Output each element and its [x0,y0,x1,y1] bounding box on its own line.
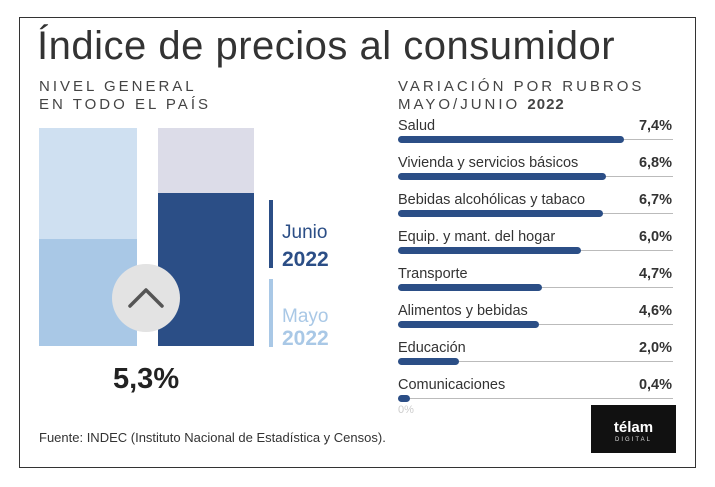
left-subtitle-line1: NIVEL GENERAL [39,78,197,95]
bar [398,395,411,402]
general-index-value: 5,3% [113,363,180,395]
right-subtitle-line1: VARIACIÓN POR RUBROS [398,78,645,95]
legend-swatch-mayo [269,279,273,347]
category-label: Alimentos y bebidas [398,303,528,319]
chart-title: Índice de precios al consumidor [37,24,616,68]
value-label: 4,7% [638,266,672,282]
value-label: 6,0% [638,229,672,245]
chevron-up-icon [128,288,164,308]
value-label: 6,7% [638,192,672,208]
category-label: Salud [398,118,436,134]
right-subtitle: VARIACIÓN POR RUBROS MAYO/JUNIO 2022 [398,78,644,114]
chart-frame [19,17,696,468]
bar [398,210,603,217]
bar [398,173,606,180]
logo-subtitle: DIGITAL [615,437,652,443]
axis-zero-label: 0% [398,404,414,416]
value-label: 6,8% [638,155,672,171]
bar [398,358,460,365]
bar [398,321,539,328]
bar [398,247,582,254]
trend-indicator [112,264,180,332]
category-label: Equip. y mant. del hogar [398,229,556,245]
bar-junio [158,193,254,346]
legend-year-mayo: 2022 [282,327,329,350]
legend-swatch-junio [269,200,273,268]
left-subtitle-line2: EN TODO EL PAÍS [39,96,211,113]
legend-month-junio: Junio [282,222,328,243]
right-subtitle-year: 2022 [527,96,565,113]
source-note: Fuente: INDEC (Instituto Nacional de Est… [39,430,386,445]
category-label: Vivienda y servicios básicos [398,155,579,171]
bar [398,284,542,291]
value-label: 7,4% [638,118,672,134]
bar-track [398,361,673,362]
bar [398,136,625,143]
bar-track [398,398,673,399]
legend-month-mayo: Mayo [282,306,329,327]
category-label: Comunicaciones [398,377,506,393]
value-label: 4,6% [638,303,672,319]
category-label: Educación [398,340,466,356]
right-subtitle-line2: MAYO/JUNIO [398,96,528,113]
legend-year-junio: 2022 [282,248,329,271]
category-label: Bebidas alcohólicas y tabaco [398,192,586,208]
category-label: Transporte [398,266,468,282]
value-label: 2,0% [638,340,672,356]
telam-logo: télam DIGITAL [591,405,676,453]
logo-wordmark: télam [613,419,654,436]
left-subtitle: NIVEL GENERAL EN TODO EL PAÍS [39,78,211,114]
value-label: 0,4% [638,377,672,393]
